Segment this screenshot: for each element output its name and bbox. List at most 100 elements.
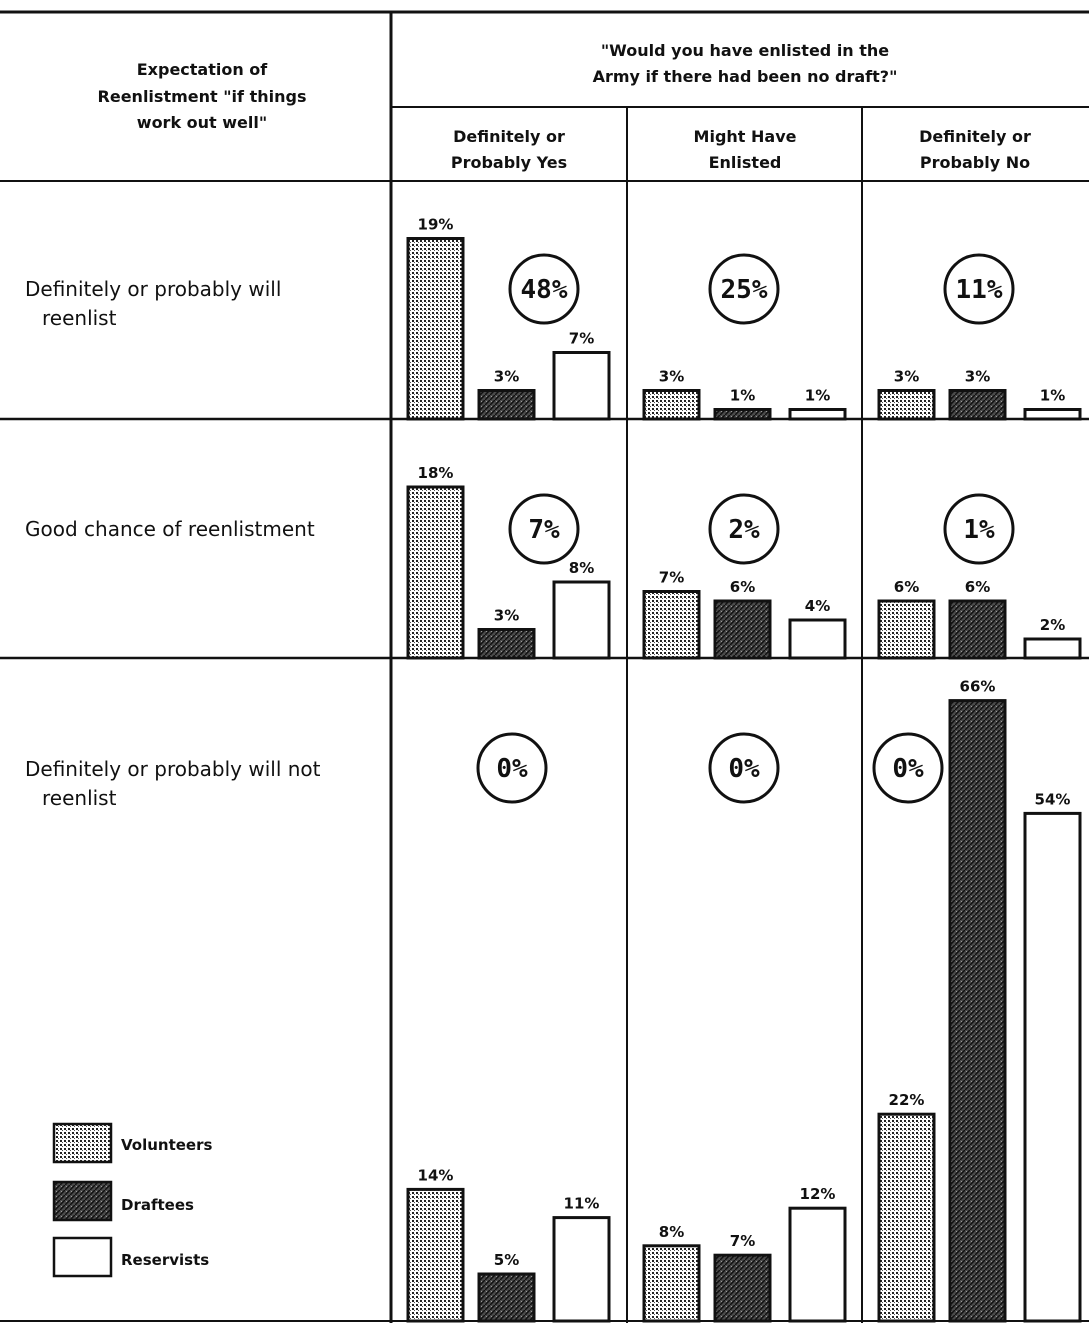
bar-will-not-reenlist-no-volunteers <box>877 1112 936 1323</box>
bar-will-not-reenlist-no-draftees <box>948 699 1007 1323</box>
bar-will-reenlist-no-draftees <box>948 389 1007 421</box>
corner-header-line3: work out well" <box>137 113 267 132</box>
legend: Volunteers Draftees Reservists <box>52 1122 213 1278</box>
bar-will-reenlist-might-volunteers-label: 3% <box>659 368 684 386</box>
total-circle-label-will-not-reenlist-might: 0% <box>728 754 760 784</box>
total-circle-will-reenlist-might <box>708 253 780 325</box>
bar-will-not-reenlist-yes-reservists-label: 11% <box>564 1195 600 1213</box>
bar-good-chance-yes-draftees-label: 3% <box>494 607 519 625</box>
bar-good-chance-might-draftees <box>713 599 772 660</box>
total-circle-label-will-reenlist-yes: 48% <box>521 275 568 305</box>
total-circle-label-good-chance-yes: 7% <box>528 515 560 545</box>
question-line1: "Would you have enlisted in the <box>601 41 889 60</box>
total-circle-good-chance-might <box>708 493 780 565</box>
bar-will-not-reenlist-might-volunteers <box>642 1244 701 1323</box>
question-line2: Army if there had been no draft?" <box>593 67 898 86</box>
bar-will-not-reenlist-no-volunteers-label: 22% <box>889 1091 925 1109</box>
bar-good-chance-might-volunteers-label: 7% <box>659 569 684 587</box>
column-header-might-line1: Might Have <box>694 127 797 146</box>
row-label-good-chance: Good chance of reenlistment <box>25 517 315 541</box>
row-label-will-not-reenlist-line2: reenlist <box>42 786 117 810</box>
row-labels: Definitely or probably will reenlist Goo… <box>25 277 321 810</box>
bar-will-not-reenlist-yes-draftees <box>477 1272 536 1323</box>
bar-good-chance-yes-reservists-label: 8% <box>569 559 594 577</box>
bar-good-chance-yes-reservists <box>552 580 611 660</box>
corner-header-line2: Reenlistment "if things <box>98 87 307 106</box>
bar-good-chance-might-volunteers <box>642 590 701 660</box>
row-label-will-not-reenlist-line1: Definitely or probably will not <box>25 757 321 781</box>
bar-will-not-reenlist-no-draftees-label: 66% <box>960 678 996 696</box>
corner-header-line1: Expectation of <box>137 60 269 79</box>
total-circle-label-good-chance-might: 2% <box>728 515 760 545</box>
bar-good-chance-yes-volunteers <box>406 485 465 660</box>
bar-will-reenlist-yes-volunteers-label: 19% <box>418 216 454 234</box>
bar-good-chance-might-draftees-label: 6% <box>730 578 755 596</box>
bar-good-chance-no-draftees <box>948 599 1007 660</box>
bar-will-not-reenlist-no-reservists <box>1023 811 1082 1323</box>
bar-will-not-reenlist-might-reservists <box>788 1206 847 1323</box>
bar-good-chance-no-reservists-label: 2% <box>1040 616 1065 634</box>
bar-will-reenlist-no-draftees-label: 3% <box>965 368 990 386</box>
table-grid <box>0 10 1089 1323</box>
total-circle-good-chance-yes <box>508 493 580 565</box>
total-circle-label-will-not-reenlist-no: 0% <box>892 754 924 784</box>
bar-good-chance-no-draftees-label: 6% <box>965 578 990 596</box>
bar-good-chance-no-volunteers-label: 6% <box>894 578 919 596</box>
bar-will-reenlist-might-reservists <box>788 408 847 421</box>
bar-good-chance-yes-draftees <box>477 628 536 660</box>
legend-label-reservists: Reservists <box>121 1251 209 1269</box>
bar-will-reenlist-no-reservists <box>1023 408 1082 421</box>
bar-good-chance-no-volunteers <box>877 599 936 660</box>
bar-will-not-reenlist-no-reservists-label: 54% <box>1035 790 1071 808</box>
total-circle-will-not-reenlist-yes <box>476 732 548 804</box>
corner-header: Expectation of Reenlistment "if things w… <box>98 60 307 132</box>
bar-will-not-reenlist-yes-volunteers-label: 14% <box>418 1166 454 1184</box>
bar-will-not-reenlist-might-draftees-label: 7% <box>730 1232 755 1250</box>
legend-swatch-volunteers <box>52 1122 113 1164</box>
bar-will-not-reenlist-might-draftees <box>713 1253 772 1323</box>
bar-will-reenlist-no-volunteers-label: 3% <box>894 368 919 386</box>
bar-good-chance-no-reservists <box>1023 637 1082 660</box>
bar-will-not-reenlist-yes-draftees-label: 5% <box>494 1251 519 1269</box>
column-headers: Definitely or Probably Yes Might Have En… <box>451 127 1031 172</box>
legend-swatch-reservists <box>52 1236 113 1278</box>
total-circle-will-reenlist-no <box>943 253 1015 325</box>
total-circle-label-will-not-reenlist-yes: 0% <box>496 754 528 784</box>
bar-good-chance-might-reservists-label: 4% <box>805 597 830 615</box>
bar-good-chance-yes-volunteers-label: 18% <box>418 464 454 482</box>
bar-will-reenlist-might-draftees <box>713 408 772 421</box>
total-circle-good-chance-no <box>943 493 1015 565</box>
column-header-yes-line2: Probably Yes <box>451 153 567 172</box>
bar-will-not-reenlist-might-volunteers-label: 8% <box>659 1223 684 1241</box>
bar-will-reenlist-no-volunteers <box>877 389 936 421</box>
bar-will-reenlist-yes-draftees <box>477 389 536 421</box>
bar-will-reenlist-yes-draftees-label: 3% <box>494 368 519 386</box>
total-circle-will-not-reenlist-might <box>708 732 780 804</box>
bar-will-reenlist-might-draftees-label: 1% <box>730 387 755 405</box>
row-label-will-reenlist-line2: reenlist <box>42 306 117 330</box>
column-header-no-line2: Probably No <box>920 153 1030 172</box>
column-header-no-line1: Definitely or <box>919 127 1031 146</box>
legend-label-volunteers: Volunteers <box>121 1136 213 1154</box>
total-circle-label-good-chance-no: 1% <box>963 515 995 545</box>
total-circle-will-not-reenlist-no <box>872 732 944 804</box>
question-header: "Would you have enlisted in the Army if … <box>593 41 898 86</box>
total-circle-will-reenlist-yes <box>508 253 580 325</box>
bar-will-not-reenlist-might-reservists-label: 12% <box>800 1185 836 1203</box>
legend-label-draftees: Draftees <box>121 1196 194 1214</box>
column-header-yes-line1: Definitely or <box>453 127 565 146</box>
legend-swatch-draftees <box>52 1180 113 1222</box>
chart-marks: 19% 3% 7% 48% 3% 1% 1% 25% 3% 3% 1% 11% 18% 3% 8% 7% 7% 6… <box>406 216 1082 1323</box>
bar-will-not-reenlist-yes-reservists <box>552 1216 611 1323</box>
row-label-will-reenlist-line1: Definitely or probably will <box>25 277 281 301</box>
bar-will-reenlist-yes-volunteers <box>406 237 465 421</box>
bar-will-reenlist-might-reservists-label: 1% <box>805 387 830 405</box>
total-circle-label-will-reenlist-no: 11% <box>956 275 1003 305</box>
bar-will-reenlist-no-reservists-label: 1% <box>1040 387 1065 405</box>
bar-will-reenlist-yes-reservists <box>552 351 611 421</box>
bar-will-reenlist-yes-reservists-label: 7% <box>569 330 594 348</box>
total-circle-label-will-reenlist-might: 25% <box>721 275 768 305</box>
bar-will-reenlist-might-volunteers <box>642 389 701 421</box>
bar-good-chance-might-reservists <box>788 618 847 660</box>
